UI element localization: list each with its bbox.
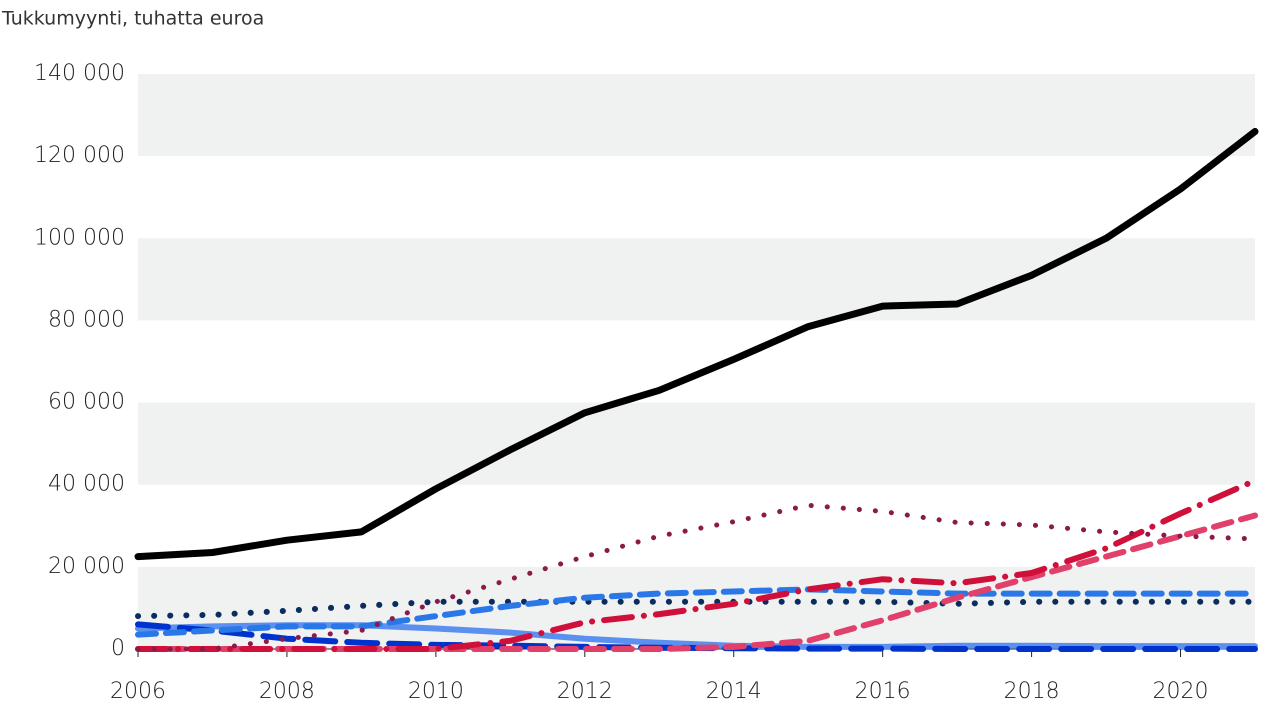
series-line — [135, 598, 1258, 620]
y-tick-label: 40 000 — [48, 472, 125, 497]
x-tick-label: 2020 — [1153, 679, 1209, 704]
y-tick-label: 100 000 — [34, 225, 125, 250]
x-tick-label: 2006 — [110, 679, 166, 704]
x-tick-label: 2014 — [706, 679, 762, 704]
grid-band — [138, 74, 1255, 157]
chart-title: Tukkumyynti, tuhatta euroa — [1, 8, 264, 30]
y-tick-label: 140 000 — [34, 61, 125, 86]
grid-band — [138, 238, 1255, 321]
y-tick-label: 0 — [111, 636, 125, 661]
series-line — [135, 502, 1258, 652]
x-tick-label: 2018 — [1004, 679, 1060, 704]
y-tick-label: 80 000 — [48, 307, 125, 332]
series-line — [135, 586, 1258, 638]
y-tick-label: 60 000 — [48, 390, 125, 415]
grid-band — [138, 402, 1255, 485]
series-line — [135, 477, 1258, 652]
x-tick-label: 2008 — [259, 679, 315, 704]
x-tick-label: 2010 — [408, 679, 464, 704]
y-tick-label: 20 000 — [48, 554, 125, 579]
y-tick-label: 120 000 — [34, 143, 125, 168]
x-tick-label: 2016 — [855, 679, 911, 704]
x-tick-label: 2012 — [557, 679, 613, 704]
series-line — [134, 128, 1259, 561]
